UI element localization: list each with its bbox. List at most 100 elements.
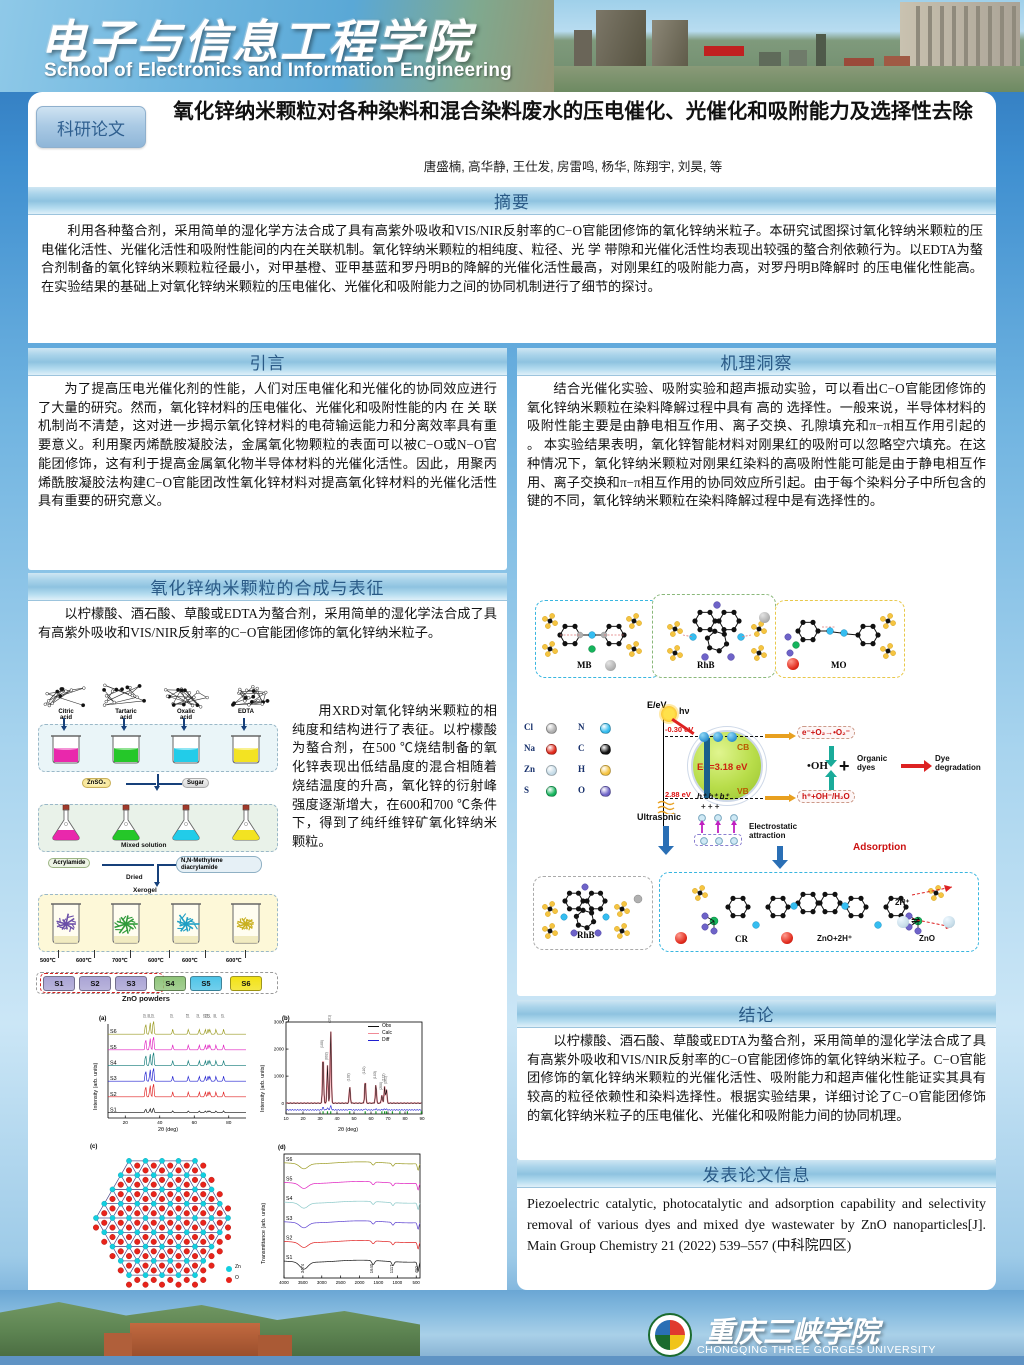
chart-a-xlabel: 2θ (deg) — [158, 1127, 179, 1133]
atom-legend-symbol-cl: Cl — [524, 722, 533, 732]
chelator-label-1-line2: acid — [59, 715, 72, 721]
vb-energy-label: 2.88 eV — [665, 790, 691, 799]
mb-label: MB — [577, 660, 592, 670]
positive-charges: + + + — [701, 802, 720, 811]
synthesis-heading: 氧化锌纳米颗粒的合成与表征 — [28, 573, 507, 601]
campus-building-wing-2 — [258, 1335, 292, 1357]
svg-text:S2: S2 — [286, 1236, 292, 1242]
chelator-molecule-3 — [160, 682, 212, 710]
sinter-temp-3: 700℃ — [112, 958, 128, 964]
svg-text:30: 30 — [317, 1116, 323, 1121]
atom-legend-symbol-zn: Zn — [524, 764, 536, 774]
rhb-piezo-box — [533, 876, 653, 950]
mixed-flask-3 — [168, 804, 204, 849]
section-divider — [32, 341, 992, 343]
sinter-temp-6: 600℃ — [226, 958, 242, 964]
sugar-reagent: Sugar — [182, 778, 210, 788]
cl-atom — [759, 612, 770, 623]
cb-label: CB — [737, 742, 750, 752]
band-gap-label: Eg=3.18 eV — [697, 762, 748, 773]
chelator-label-1: Citric — [58, 709, 74, 715]
svg-text:(004): (004) — [213, 1014, 217, 1018]
legend-label-obs: Obs — [382, 1022, 392, 1029]
chart-d-ylabel: Transmittance (arb. units) — [261, 1202, 267, 1264]
publication-panel: 发表论文信息 Piezoelectric catalytic, photocat… — [517, 1160, 996, 1290]
zno-product-label: ZnO+2H⁺ — [817, 934, 853, 943]
znso4-reagent: ZnSO₄ — [82, 778, 111, 788]
electron — [713, 732, 723, 742]
legend-label-calc: Calc — [382, 1029, 393, 1036]
svg-text:(100): (100) — [143, 1014, 147, 1018]
xerogel-beaker-2 — [108, 898, 144, 953]
flow-line — [157, 864, 159, 884]
svg-text:4000: 4000 — [279, 1280, 289, 1285]
conclusion-body: 以柠檬酸、酒石酸、草酸或EDTA为螯合剂，采用简单的湿化学法合成了具有高紫外吸收… — [527, 1033, 986, 1123]
legend-label-diff: Diff — [382, 1036, 390, 1043]
na-atom — [787, 658, 799, 670]
svg-text:(002): (002) — [324, 1052, 328, 1060]
rhb-piezo-label: RhB — [577, 930, 595, 940]
powders-group-box — [36, 972, 278, 994]
inflow-arrow-2 — [123, 718, 125, 727]
svg-text:S2: S2 — [110, 1092, 117, 1098]
proton-label: 2H⁺ — [895, 898, 910, 907]
chelator-label-4: EDTA — [238, 709, 254, 715]
chart-crystal-structure: (c) Zn O — [86, 1142, 250, 1302]
svg-text:(103): (103) — [196, 1014, 200, 1018]
dye-degradation-label: Dye degradation — [935, 754, 981, 773]
svg-text:S6: S6 — [286, 1157, 292, 1163]
adsorption-label: Adsorption — [853, 842, 907, 853]
svg-text:S5: S5 — [286, 1177, 292, 1183]
arrow-head — [825, 760, 837, 767]
svg-text:80: 80 — [402, 1116, 408, 1121]
synthesis-body: 以柠檬酸、酒石酸、草酸或EDTA为螯合剂，采用简单的湿化学法合成了具有高紫外吸收… — [38, 606, 497, 640]
atom-legend-dot-o — [600, 786, 611, 797]
zno-sample-s3: S3 — [115, 976, 147, 991]
svg-text:20: 20 — [123, 1120, 129, 1126]
atom-legend-symbol-s: S — [524, 785, 530, 795]
zno-sample-s4: S4 — [154, 976, 186, 991]
inflow-arrow-4 — [243, 718, 245, 727]
acid-beaker-4 — [228, 730, 264, 771]
flow-line — [158, 864, 176, 866]
cl-atom — [605, 660, 616, 671]
atom-legend-symbol-c: C — [578, 743, 585, 753]
xerogel-beaker-4 — [228, 898, 264, 953]
flow-arrow — [154, 786, 160, 791]
author-list: 唐盛楠, 高华静, 王仕发, 房雷鸣, 杨华, 陈翔宇, 刘昊, 等 — [423, 160, 723, 174]
arrow-head — [825, 770, 837, 777]
cr-adsorption-box — [659, 872, 979, 952]
publication-citation: Piezoelectric catalytic, photocatalytic … — [527, 1197, 986, 1254]
footer-baseline — [0, 1356, 1024, 1365]
chart-a-panel-label: (a) — [99, 1016, 107, 1022]
acid-beaker-1 — [48, 730, 84, 771]
svg-text:(103): (103) — [373, 1071, 377, 1079]
mb-molecule-box — [535, 600, 661, 678]
synthesis-flowchart: Citric acid Tartaric acid Oxalic acid EDTA ZnS… — [30, 682, 285, 1003]
logo-emblem — [655, 1320, 685, 1350]
svg-text:(112): (112) — [382, 1073, 386, 1081]
svg-text:90: 90 — [419, 1116, 425, 1121]
na-atom — [781, 932, 793, 944]
university-name-en: CHONGQING THREE GORGES UNIVERSITY — [697, 1344, 936, 1356]
svg-text:1500: 1500 — [374, 1280, 384, 1285]
legend-swatch-calc — [368, 1033, 379, 1035]
mo-molecule-box — [775, 600, 905, 678]
svg-text:(110): (110) — [362, 1066, 366, 1074]
acid-beaker-2 — [108, 730, 144, 771]
introduction-body: 为了提高压电光催化剂的性能，人们对压电催化和光催化的协同效应进行了大量的研究。然… — [38, 381, 497, 509]
dried-label: Dried — [126, 874, 143, 881]
sound-waves — [657, 800, 675, 816]
svg-text:1640: 1640 — [369, 1263, 374, 1273]
xrd-description-text: 用XRD对氧化锌纳米颗粒的相纯度和结构进行了表征。以柠檬酸为螯合剂，在500 ℃… — [292, 703, 497, 850]
svg-text:(110): (110) — [185, 1014, 189, 1018]
university-name-cn: 重庆三峡学院 — [705, 1317, 880, 1349]
energy-axis — [663, 716, 665, 846]
svg-text:(102): (102) — [347, 1073, 351, 1081]
atom-legend-symbol-na: Na — [524, 743, 535, 753]
ultrasonic-arrow — [663, 826, 669, 848]
inflow-arrow-3 — [183, 718, 185, 727]
publication-heading: 发表论文信息 — [517, 1160, 996, 1188]
arrow-head — [772, 860, 788, 869]
particle-halo — [687, 726, 767, 806]
